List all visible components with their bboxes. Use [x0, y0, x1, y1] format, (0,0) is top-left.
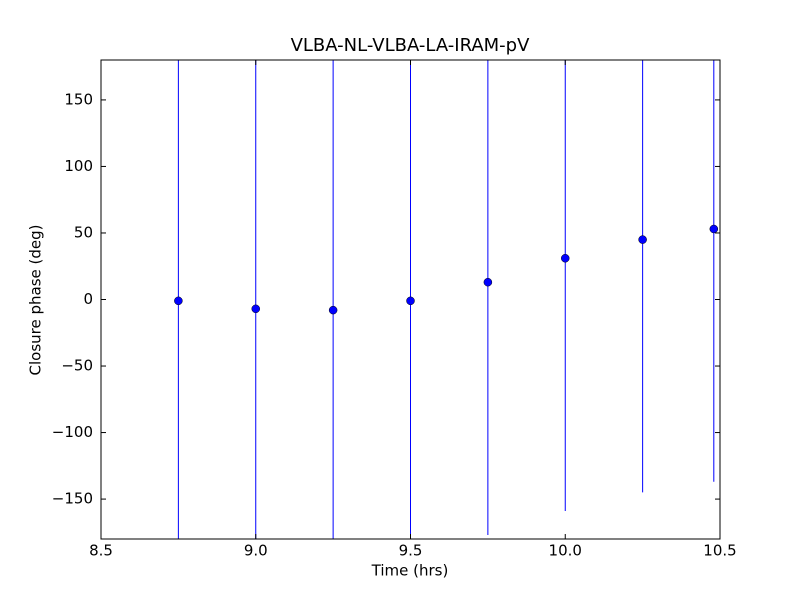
x-axis-label: Time (hrs)	[371, 562, 449, 580]
y-tick-label: 0	[83, 290, 93, 308]
x-tick-label: 9.0	[244, 542, 268, 560]
data-point	[174, 296, 183, 306]
data-point	[406, 296, 415, 306]
y-tick-label: 50	[74, 223, 93, 241]
x-tick-label: 10.5	[703, 542, 736, 560]
y-tick-label: 150	[64, 90, 93, 108]
data-point	[328, 305, 338, 315]
y-axis-label: Closure phase (deg)	[27, 225, 45, 376]
data-point	[638, 235, 647, 244]
x-tick-label: 9.5	[399, 542, 423, 560]
data-point	[483, 277, 493, 287]
data-point	[251, 304, 260, 314]
y-tick-label: −100	[52, 423, 93, 441]
data-point	[709, 224, 719, 234]
y-tick-label: 100	[64, 157, 93, 175]
y-tick-label: −50	[61, 357, 93, 375]
y-tick-label: −150	[52, 490, 93, 508]
x-tick-label: 8.5	[89, 542, 113, 560]
data-point	[561, 254, 570, 263]
chart-title: VLBA-NL-VLBA-LA-IRAM-pV	[291, 35, 531, 56]
x-tick-label: 10.0	[549, 542, 582, 560]
